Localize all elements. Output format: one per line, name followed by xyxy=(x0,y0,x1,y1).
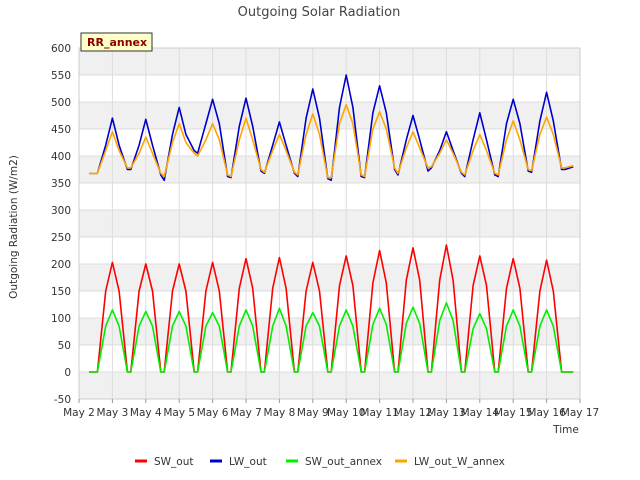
grid-band xyxy=(79,372,580,399)
x-tick-label: May 6 xyxy=(197,407,229,419)
x-tick-label: May 2 xyxy=(63,407,95,419)
x-tick-label: May 9 xyxy=(297,407,329,419)
y-tick-label: 200 xyxy=(51,259,71,271)
series-layer xyxy=(89,74,574,373)
legend: SW_out LW_out SW_out_annex LW_out_W_annex xyxy=(135,456,505,468)
legend-label: SW_out_annex xyxy=(305,456,382,468)
series-line-sw-out-annex xyxy=(89,302,574,373)
y-tick-label: 300 xyxy=(51,205,71,217)
y-tick-label: -50 xyxy=(54,394,71,406)
y-tick-label: 400 xyxy=(51,151,71,163)
y-tick-label: 250 xyxy=(51,232,71,244)
x-tick-label: May 12 xyxy=(394,407,432,419)
x-tick-label: May 15 xyxy=(494,407,532,419)
x-tick-label: May 11 xyxy=(360,407,398,419)
y-tick-label: 0 xyxy=(64,367,71,379)
annex-badge-label: RR_annex xyxy=(87,36,147,49)
annex-badge: RR_annex xyxy=(80,32,153,52)
grid-band xyxy=(79,210,580,237)
grid-band xyxy=(79,48,580,75)
y-axis-title: Outgoing Radiation (W/m2) xyxy=(8,155,20,299)
x-tick-label: May 4 xyxy=(130,407,162,419)
legend-item: LW_out_W_annex xyxy=(395,456,505,468)
y-axis-ticks: -50 0 50 100 150 200 250 300 350 400 450 500 550 600 xyxy=(51,43,71,406)
series-line-lw-out-w-annex xyxy=(89,103,574,179)
grid-bands xyxy=(79,48,580,399)
legend-item: SW_out_annex xyxy=(286,456,382,468)
y-tick-label: 50 xyxy=(58,340,71,352)
legend-label: LW_out xyxy=(229,456,267,468)
x-tick-label: May 5 xyxy=(163,407,195,419)
legend-item: SW_out xyxy=(135,456,194,468)
series-line-lw-out xyxy=(89,74,574,182)
y-tick-label: 450 xyxy=(51,124,71,136)
x-tick-label: May 10 xyxy=(327,407,365,419)
x-tick-label: May 14 xyxy=(461,407,500,419)
legend-label: SW_out xyxy=(154,456,194,468)
grid-band xyxy=(79,102,580,129)
x-tick-label: May 17 xyxy=(561,407,599,419)
legend-item: LW_out xyxy=(210,456,267,468)
x-axis-title: Time xyxy=(552,424,579,436)
y-tick-label: 350 xyxy=(51,178,71,190)
x-tick-label: May 13 xyxy=(427,407,465,419)
legend-label: LW_out_W_annex xyxy=(414,456,505,468)
y-tick-label: 100 xyxy=(51,313,71,325)
y-tick-label: 500 xyxy=(51,97,71,109)
grid-band xyxy=(79,264,580,291)
x-axis-ticks: May 2 May 3 May 4 May 5 May 6 May 7 May 8 May 9… xyxy=(63,399,599,419)
grid-band xyxy=(79,318,580,345)
y-tick-label: 600 xyxy=(51,43,71,55)
y-tick-label: 150 xyxy=(51,286,71,298)
x-tick-label: May 16 xyxy=(527,407,566,419)
y-tick-label: 550 xyxy=(51,70,71,82)
x-tick-label: May 3 xyxy=(97,407,129,419)
x-tick-label: May 7 xyxy=(230,407,262,419)
annex-badge-box xyxy=(80,32,153,52)
chart-title: Outgoing Solar Radiation xyxy=(238,5,401,20)
x-tick-label: May 8 xyxy=(264,407,296,419)
plot-area-frame xyxy=(78,47,581,400)
